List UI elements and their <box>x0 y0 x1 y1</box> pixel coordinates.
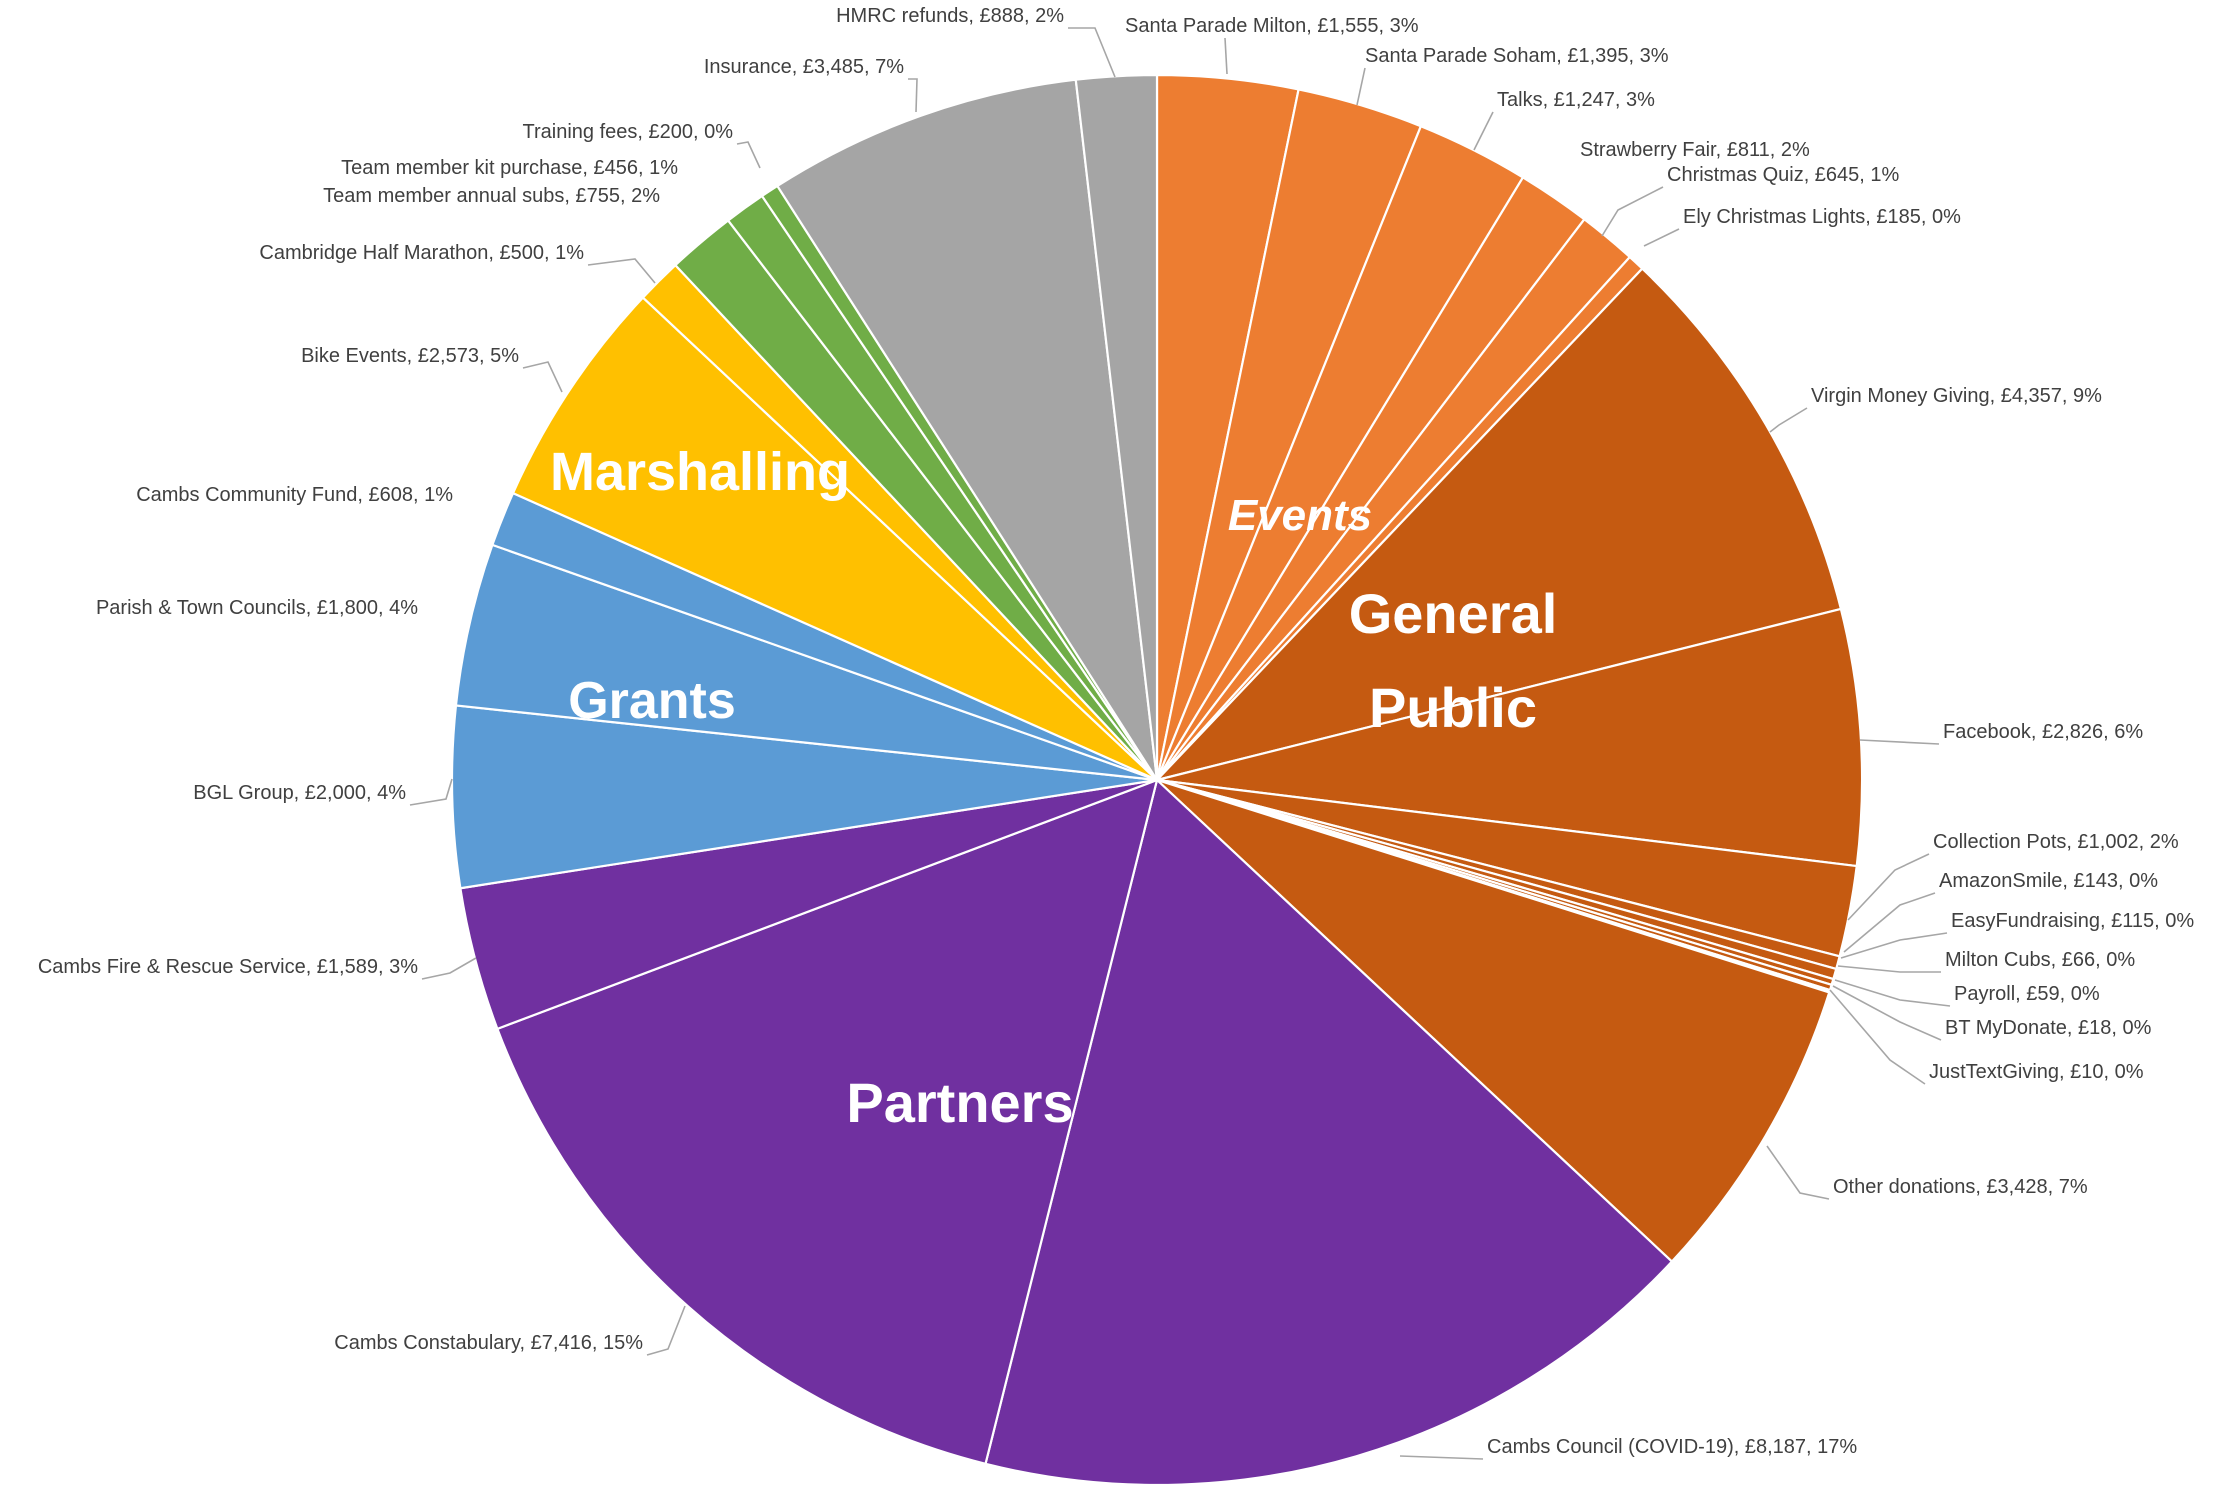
pie-slice-insurance <box>776 78 1159 782</box>
leader-line-talks <box>1473 111 1494 151</box>
group-label-events: Events <box>1228 491 1372 540</box>
pie-slice-cambs-council-covid-19 <box>984 778 1674 1487</box>
slice-label-payroll: Payroll, £59, 0% <box>1954 983 2100 1005</box>
leader-line-santa-parade-milton <box>1224 37 1228 75</box>
slice-label-hmrc-refunds: HMRC refunds, £888, 2% <box>836 5 1064 27</box>
slice-label-team-member-kit-purchase: Team member kit purchase, £456, 1% <box>341 157 678 179</box>
slices-layer <box>450 73 1864 1487</box>
leader-line-santa-parade-soham <box>1356 67 1366 106</box>
slice-label-santa-parade-milton: Santa Parade Milton, £1,555, 3% <box>1125 15 1419 37</box>
leader-line-christmas-quiz <box>1601 186 1664 237</box>
slice-label-cambridge-half-marathon: Cambridge Half Marathon, £500, 1% <box>259 242 584 264</box>
pie-slice-virgin-money-giving <box>1155 267 1843 782</box>
slice-label-justtextgiving: JustTextGiving, £10, 0% <box>1929 1061 2144 1083</box>
slice-label-collection-pots: Collection Pots, £1,002, 2% <box>1933 831 2179 853</box>
pie-slice-facebook <box>1155 607 1864 868</box>
slice-label-cambs-constabulary: Cambs Constabulary, £7,416, 15% <box>334 1332 643 1354</box>
slice-label-christmas-quiz: Christmas Quiz, £645, 1% <box>1667 164 1900 186</box>
slice-label-cambs-council-covid-19: Cambs Council (COVID-19), £8,187, 17% <box>1487 1436 1857 1458</box>
leader-line-hmrc-refunds <box>1068 27 1116 78</box>
pie-slice-cambs-constabulary <box>496 778 1159 1465</box>
slice-label-parish-town-councils: Parish & Town Councils, £1,800, 4% <box>96 597 418 619</box>
slice-label-cambs-fire-rescue-service: Cambs Fire & Rescue Service, £1,589, 3% <box>38 956 418 978</box>
leader-line-cambs-constabulary <box>646 1305 686 1356</box>
pie-slice-other-donations <box>1155 778 1831 1263</box>
leader-line-cambs-council-covid-19 <box>1399 1455 1484 1460</box>
slice-label-bt-mydonate: BT MyDonate, £18, 0% <box>1945 1017 2152 1039</box>
leader-line-cambs-fire-rescue-service <box>421 957 477 980</box>
leader-line-cambridge-half-marathon <box>587 258 656 284</box>
pie-slice-hmrc-refunds <box>1074 73 1159 782</box>
slice-label-amazonsmile: AmazonSmile, £143, 0% <box>1939 870 2158 892</box>
leader-line-bgl-group <box>409 778 453 806</box>
slice-label-virgin-money-giving: Virgin Money Giving, £4,357, 9% <box>1811 385 2102 407</box>
slice-label-easyfundraising: EasyFundraising, £115, 0% <box>1951 910 2194 932</box>
leader-line-payroll <box>1834 979 1951 1007</box>
slice-label-milton-cubs: Milton Cubs, £66, 0% <box>1945 949 2135 971</box>
leader-line-insurance <box>908 78 918 113</box>
slice-label-talks: Talks, £1,247, 3% <box>1497 89 1655 111</box>
leader-line-bike-events <box>522 361 563 393</box>
pie-slice-bgl-group <box>450 704 1159 890</box>
leader-line-amazonsmile <box>1843 892 1936 953</box>
slice-label-training-fees: Training fees, £200, 0% <box>523 121 734 143</box>
slice-label-ely-christmas-lights: Ely Christmas Lights, £185, 0% <box>1683 206 1961 228</box>
pie-slice-bike-events <box>511 296 1159 782</box>
leader-line-justtextgiving <box>1829 989 1926 1085</box>
leader-line-ely-christmas-lights <box>1643 228 1680 247</box>
slice-label-santa-parade-soham: Santa Parade Soham, £1,395, 3% <box>1365 45 1669 67</box>
slice-labels-layer: Santa Parade Milton, £1,555, 3% Santa Par… <box>38 5 2194 1458</box>
slice-label-bike-events: Bike Events, £2,573, 5% <box>301 345 519 367</box>
leader-line-collection-pots <box>1847 853 1930 921</box>
slice-label-facebook: Facebook, £2,826, 6% <box>1943 721 2143 743</box>
leader-line-virgin-money-giving <box>1769 407 1808 433</box>
slice-label-bgl-group: BGL Group, £2,000, 4% <box>193 782 406 804</box>
group-label-general-public: General Public <box>1349 582 1558 739</box>
leader-lines-layer <box>409 27 1951 1460</box>
leader-line-easyfundraising <box>1840 932 1948 959</box>
group-label-marshalling: Marshalling <box>550 442 850 502</box>
leader-line-facebook <box>1859 739 1940 745</box>
slice-label-team-member-annual-subs: Team member annual subs, £755, 2% <box>323 185 660 207</box>
slice-label-insurance: Insurance, £3,485, 7% <box>704 56 904 78</box>
leader-line-training-fees <box>736 141 761 169</box>
group-labels-layer: Events General Public Partners Grants Marshal… <box>550 442 1557 1134</box>
group-label-grants: Grants <box>568 672 736 730</box>
leader-line-milton-cubs <box>1837 965 1941 973</box>
slice-label-strawberry-fair: Strawberry Fair, £811, 2% <box>1580 139 1810 161</box>
group-label-partners: Partners <box>846 1071 1073 1134</box>
slice-label-cambs-community-fund: Cambs Community Fund, £608, 1% <box>136 484 453 506</box>
leader-line-other-donations <box>1766 1145 1830 1200</box>
slice-label-other-donations: Other donations, £3,428, 7% <box>1833 1176 2088 1198</box>
leader-line-bt-mydonate <box>1832 985 1942 1041</box>
